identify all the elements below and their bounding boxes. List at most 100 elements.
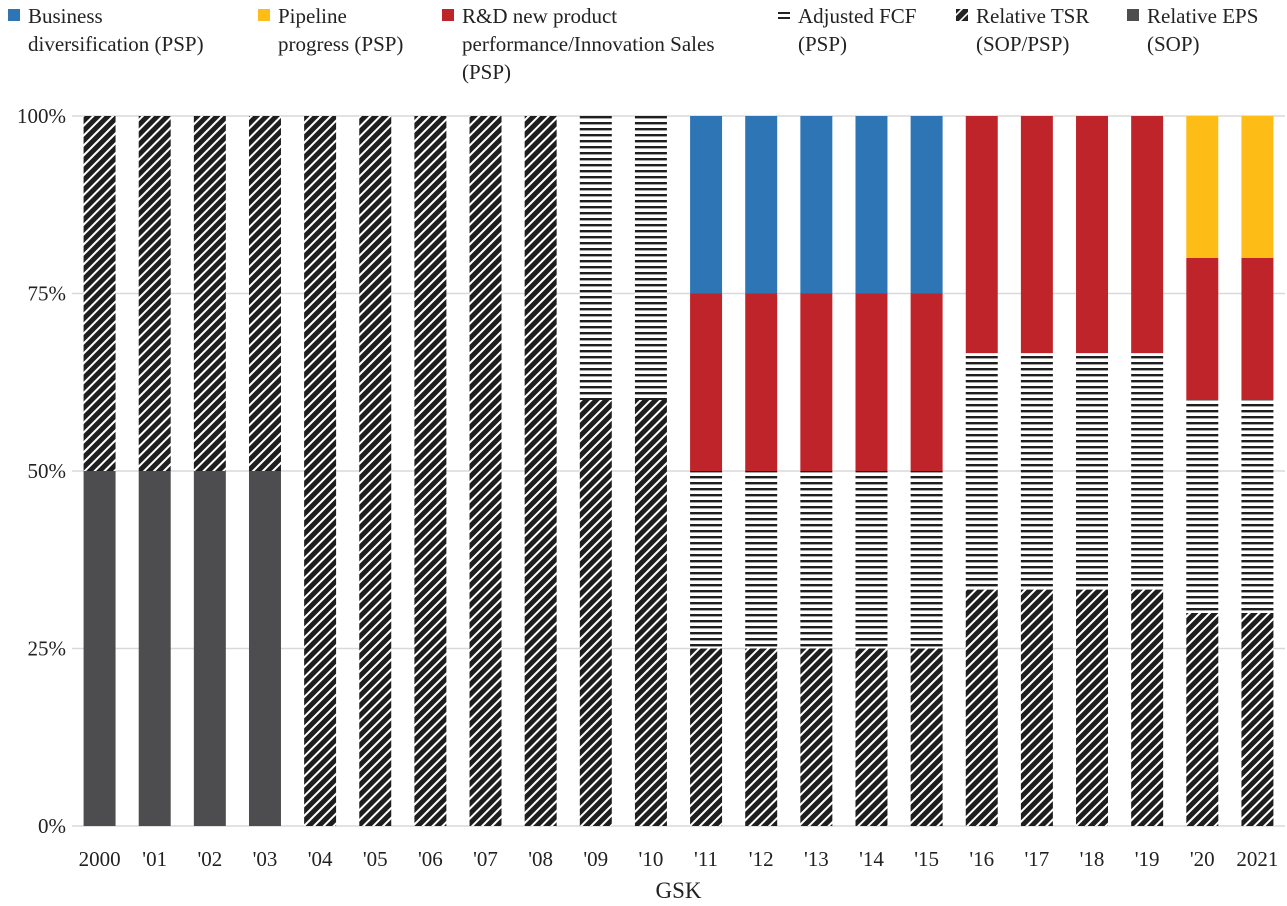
bar-segment	[1131, 353, 1164, 590]
bar-segment	[248, 471, 281, 826]
x-tick-label: '02	[197, 847, 222, 871]
x-tick-label: '05	[363, 847, 388, 871]
bar-segment	[800, 116, 833, 294]
bar-segment	[910, 648, 943, 826]
legend-item-relative-eps: Relative EPS (SOP)	[1127, 2, 1258, 58]
x-tick-label: 2021	[1236, 847, 1278, 871]
y-axis-tick-labels: 0% 25% 50% 75% 100%	[17, 104, 66, 838]
bar-segment	[579, 116, 612, 400]
legend-swatch-pipeline-progress	[258, 9, 270, 21]
legend-item-adjusted-fcf: Adjusted FCF (PSP)	[778, 2, 916, 58]
bar-segment	[138, 471, 171, 826]
y-tick-label: 0%	[38, 814, 66, 838]
bar-segment	[745, 648, 778, 826]
legend-item-rd-new-product: R&D new product performance/Innovation S…	[442, 2, 715, 86]
x-tick-label: '19	[1135, 847, 1160, 871]
bar-segment	[193, 116, 226, 471]
legend-swatch-business-diversification	[8, 9, 20, 21]
bar-segment	[304, 116, 337, 826]
x-tick-label: '09	[583, 847, 608, 871]
bar-segment	[1241, 400, 1274, 613]
bar-segment	[1186, 400, 1219, 613]
x-axis-title: GSK	[655, 878, 701, 903]
legend-item-pipeline-progress: Pipeline progress (PSP)	[258, 2, 403, 58]
bar-segment	[1131, 116, 1164, 354]
x-tick-label: '14	[859, 847, 884, 871]
bar-segment	[1241, 613, 1274, 826]
bar-segment	[1020, 116, 1053, 354]
x-axis-tick-labels: 2000 '01 '02 '03 '04 '05 '06 '07 '08 '09 '10 '11 '12…	[79, 847, 1279, 871]
bar-segment	[910, 116, 943, 294]
bar-segment	[690, 471, 723, 649]
bar-segment	[855, 116, 888, 294]
x-tick-label: '15	[914, 847, 939, 871]
bar-segment	[83, 116, 116, 471]
bar-segment	[800, 648, 833, 826]
bar-segment	[800, 293, 833, 471]
x-tick-label: '13	[804, 847, 829, 871]
bar-segment	[248, 116, 281, 471]
bar-segment	[800, 471, 833, 649]
chart-legend: Business diversification (PSP) Pipeline …	[0, 0, 1287, 90]
bar-segment	[1186, 613, 1219, 826]
legend-label-relative-eps: Relative EPS (SOP)	[1147, 4, 1259, 56]
bar-segment	[855, 471, 888, 649]
y-tick-label: 25%	[28, 637, 67, 661]
bar-segment	[634, 400, 667, 826]
bar-segment	[745, 471, 778, 649]
bar-segment	[524, 116, 557, 826]
bar-segment	[193, 471, 226, 826]
x-tick-label: '01	[142, 847, 167, 871]
x-tick-label: '10	[639, 847, 664, 871]
bar-segment	[1076, 116, 1109, 354]
bar-segment	[359, 116, 392, 826]
x-tick-label: '18	[1080, 847, 1105, 871]
bar-segment	[910, 293, 943, 471]
bar-segment	[1186, 258, 1219, 400]
bar-segment	[965, 589, 998, 826]
legend-swatch-adjusted-fcf	[778, 9, 790, 21]
x-tick-label: '17	[1024, 847, 1049, 871]
legend-label-rd-new-product: R&D new product performance/Innovation S…	[462, 4, 715, 84]
x-tick-label: '20	[1190, 847, 1215, 871]
x-tick-label: '07	[473, 847, 498, 871]
bar-segment	[1186, 116, 1219, 258]
bar-segment	[965, 353, 998, 590]
bar-segment	[745, 116, 778, 294]
bar-segment	[1076, 589, 1109, 826]
bar-segment	[690, 116, 723, 294]
bar-segment	[469, 116, 502, 826]
y-tick-label: 100%	[17, 104, 66, 128]
x-tick-label: '12	[749, 847, 774, 871]
bar-segment	[690, 293, 723, 471]
legend-label-relative-tsr: Relative TSR (SOP/PSP)	[976, 4, 1090, 56]
bar-segment	[1020, 353, 1053, 590]
x-tick-label: '11	[694, 847, 718, 871]
bar-segment	[83, 471, 116, 826]
x-tick-label: '04	[308, 847, 333, 871]
bar-segment	[1020, 589, 1053, 826]
bar-segment	[1076, 353, 1109, 590]
x-tick-label: '06	[418, 847, 443, 871]
legend-item-business-diversification: Business diversification (PSP)	[8, 2, 204, 58]
legend-swatch-rd-new-product	[442, 9, 454, 21]
bar-segment	[634, 116, 667, 400]
y-tick-label: 75%	[28, 282, 67, 306]
bar-segment	[745, 293, 778, 471]
legend-label-business-diversification: Business diversification (PSP)	[28, 4, 204, 56]
bar-segment	[690, 648, 723, 826]
bar-segment	[855, 648, 888, 826]
x-tick-label: 2000	[79, 847, 121, 871]
x-tick-label: '03	[253, 847, 278, 871]
legend-label-adjusted-fcf: Adjusted FCF (PSP)	[798, 4, 917, 56]
legend-swatch-relative-eps	[1127, 9, 1139, 21]
bar-segment	[1241, 116, 1274, 258]
x-tick-label: '16	[969, 847, 994, 871]
bar-segment	[965, 116, 998, 354]
bars	[83, 116, 1274, 826]
bar-segment	[138, 116, 171, 471]
bar-segment	[1131, 589, 1164, 826]
bar-segment	[579, 400, 612, 826]
bar-segment	[414, 116, 447, 826]
